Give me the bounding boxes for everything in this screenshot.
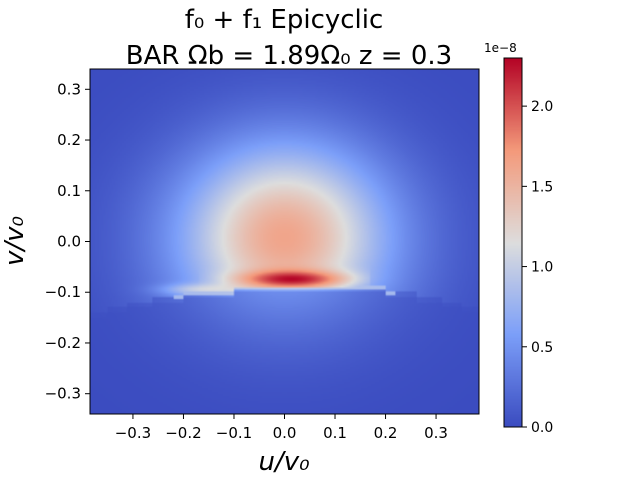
y-tick-label: 0.1 <box>57 182 81 200</box>
heatmap-image <box>90 69 479 414</box>
colorbar-tick-label: 1.5 <box>531 179 553 195</box>
chart-title-line1: f₀ + f₁ Epicyclic <box>185 5 384 35</box>
x-axis-label: u/v₀ <box>258 447 310 477</box>
heatmap-plot <box>89 68 480 415</box>
colorbar: 0.0 0.5 1.0 1.5 2.0 1e−8 <box>484 41 553 436</box>
x-tick-label: −0.2 <box>165 424 201 442</box>
colorbar-tick-label: 2.0 <box>531 99 553 115</box>
y-tick-label: −0.1 <box>45 283 81 301</box>
y-axis-label: v/v₀ <box>0 215 30 266</box>
x-tick-label: 0.0 <box>273 424 297 442</box>
colorbar-gradient <box>504 58 522 427</box>
x-axis-ticks: −0.3 −0.2 −0.1 0.0 0.1 0.2 0.3 <box>115 414 448 442</box>
y-tick-label: −0.3 <box>45 385 81 403</box>
x-tick-label: 0.1 <box>323 424 347 442</box>
x-tick-label: 0.3 <box>424 424 448 442</box>
y-tick-label: 0.2 <box>57 131 81 149</box>
colorbar-tick-label: 0.0 <box>531 420 553 436</box>
x-tick-label: −0.1 <box>216 424 252 442</box>
y-tick-label: 0.0 <box>57 233 81 251</box>
x-tick-label: −0.3 <box>115 424 151 442</box>
colorbar-frame <box>503 57 523 428</box>
colorbar-tick-label: 0.5 <box>531 340 553 356</box>
x-tick-label: 0.2 <box>374 424 398 442</box>
colorbar-tick-label: 1.0 <box>531 260 553 276</box>
chart-title-line2: BAR Ωb = 1.89Ω₀ z = 0.3 <box>126 41 452 71</box>
colorbar-ticks: 0.0 0.5 1.0 1.5 2.0 <box>522 99 553 436</box>
y-tick-label: 0.3 <box>57 80 81 98</box>
colorbar-exponent: 1e−8 <box>484 41 517 55</box>
y-axis-ticks: 0.3 0.2 0.1 0.0 −0.1 −0.2 −0.3 <box>45 80 90 403</box>
y-tick-label: −0.2 <box>45 334 81 352</box>
